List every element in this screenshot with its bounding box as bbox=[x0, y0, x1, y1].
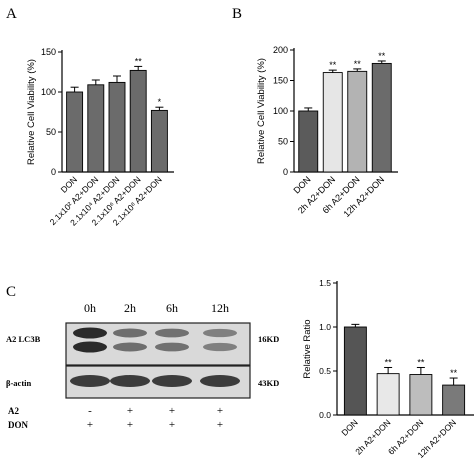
y-tick-label: 100 bbox=[273, 106, 288, 116]
blot-band bbox=[203, 328, 237, 338]
significance-mark: ** bbox=[378, 51, 386, 61]
significance-mark: ** bbox=[450, 368, 458, 378]
blot-band bbox=[155, 328, 189, 338]
y-tick-label: 1.5 bbox=[319, 278, 331, 288]
treatment-mark: + bbox=[127, 419, 133, 431]
bar bbox=[347, 70, 368, 173]
significance-mark: ** bbox=[329, 60, 337, 70]
time-label: 6h bbox=[166, 301, 178, 315]
bar bbox=[376, 373, 400, 416]
treatment-mark: + bbox=[169, 419, 175, 431]
panel-label-b: B bbox=[232, 6, 242, 22]
blot-band bbox=[113, 342, 147, 352]
blot-row-label: β-actin bbox=[6, 378, 32, 388]
category-label: DON bbox=[291, 174, 312, 195]
bar bbox=[298, 110, 319, 173]
bar bbox=[322, 72, 343, 173]
bar bbox=[409, 374, 433, 416]
y-tick-label: 150 bbox=[41, 47, 56, 57]
bar bbox=[343, 326, 367, 416]
time-label: 0h bbox=[84, 301, 96, 315]
treatment-mark: + bbox=[127, 405, 133, 417]
blot-band bbox=[155, 342, 189, 352]
blot-band bbox=[152, 375, 192, 387]
y-tick-label: 1.0 bbox=[319, 322, 331, 332]
time-label: 12h bbox=[211, 301, 229, 315]
bar bbox=[129, 69, 147, 173]
western-blot: 0h 2h 6h 12h A2 LC3B 16KD β-actin 43KD A2 - + + + DON… bbox=[6, 301, 279, 431]
y-tick-label: 0.0 bbox=[319, 410, 331, 420]
blot-band bbox=[73, 327, 107, 339]
bar bbox=[87, 84, 105, 173]
treatment-label: DON bbox=[8, 420, 29, 430]
bar bbox=[371, 62, 392, 173]
y-tick-label: 150 bbox=[273, 76, 288, 86]
y-tick-label: 100 bbox=[41, 87, 56, 97]
blot-band bbox=[73, 341, 107, 353]
bar bbox=[108, 81, 126, 173]
bar bbox=[66, 91, 84, 173]
treatment-mark: - bbox=[88, 405, 92, 417]
significance-mark: ** bbox=[417, 357, 425, 367]
y-axis-label: Relative Ratio bbox=[302, 319, 313, 378]
chart-b: 0 50 100 150 200 Relative Cell Viability (%) D… bbox=[256, 45, 398, 219]
treatment-label: A2 bbox=[8, 406, 19, 416]
blot-band bbox=[70, 375, 110, 387]
treatment-mark: + bbox=[169, 405, 175, 417]
panel-label-c: C bbox=[6, 284, 16, 300]
blot-row-label: A2 LC3B bbox=[6, 334, 41, 344]
y-axis-label: Relative Cell Viability (%) bbox=[256, 58, 267, 164]
y-tick-label: 50 bbox=[46, 127, 56, 137]
significance-mark: * bbox=[158, 97, 162, 107]
category-label: DON bbox=[339, 417, 359, 437]
y-axis-label: Relative Cell Viability (%) bbox=[26, 59, 37, 165]
blot-band bbox=[203, 342, 237, 352]
y-tick-label: 0 bbox=[51, 167, 56, 177]
y-tick-label: 0.5 bbox=[319, 366, 331, 376]
y-tick-label: 0 bbox=[283, 167, 288, 177]
panel-label-a: A bbox=[6, 6, 17, 22]
bar bbox=[442, 384, 466, 416]
significance-mark: ** bbox=[135, 56, 143, 66]
y-tick-label: 50 bbox=[278, 137, 288, 147]
blot-size-label: 16KD bbox=[258, 334, 279, 344]
bar bbox=[150, 109, 168, 173]
treatment-mark: + bbox=[217, 419, 223, 431]
blot-band bbox=[110, 375, 150, 387]
significance-mark: ** bbox=[354, 59, 362, 69]
blot-band bbox=[200, 375, 240, 387]
blot-size-label: 43KD bbox=[258, 378, 279, 388]
time-label: 2h bbox=[124, 301, 136, 315]
y-tick-label: 200 bbox=[273, 45, 288, 55]
treatment-mark: + bbox=[87, 419, 93, 431]
significance-mark: ** bbox=[385, 357, 393, 367]
treatment-mark: + bbox=[217, 405, 223, 417]
blot-band bbox=[113, 328, 147, 338]
